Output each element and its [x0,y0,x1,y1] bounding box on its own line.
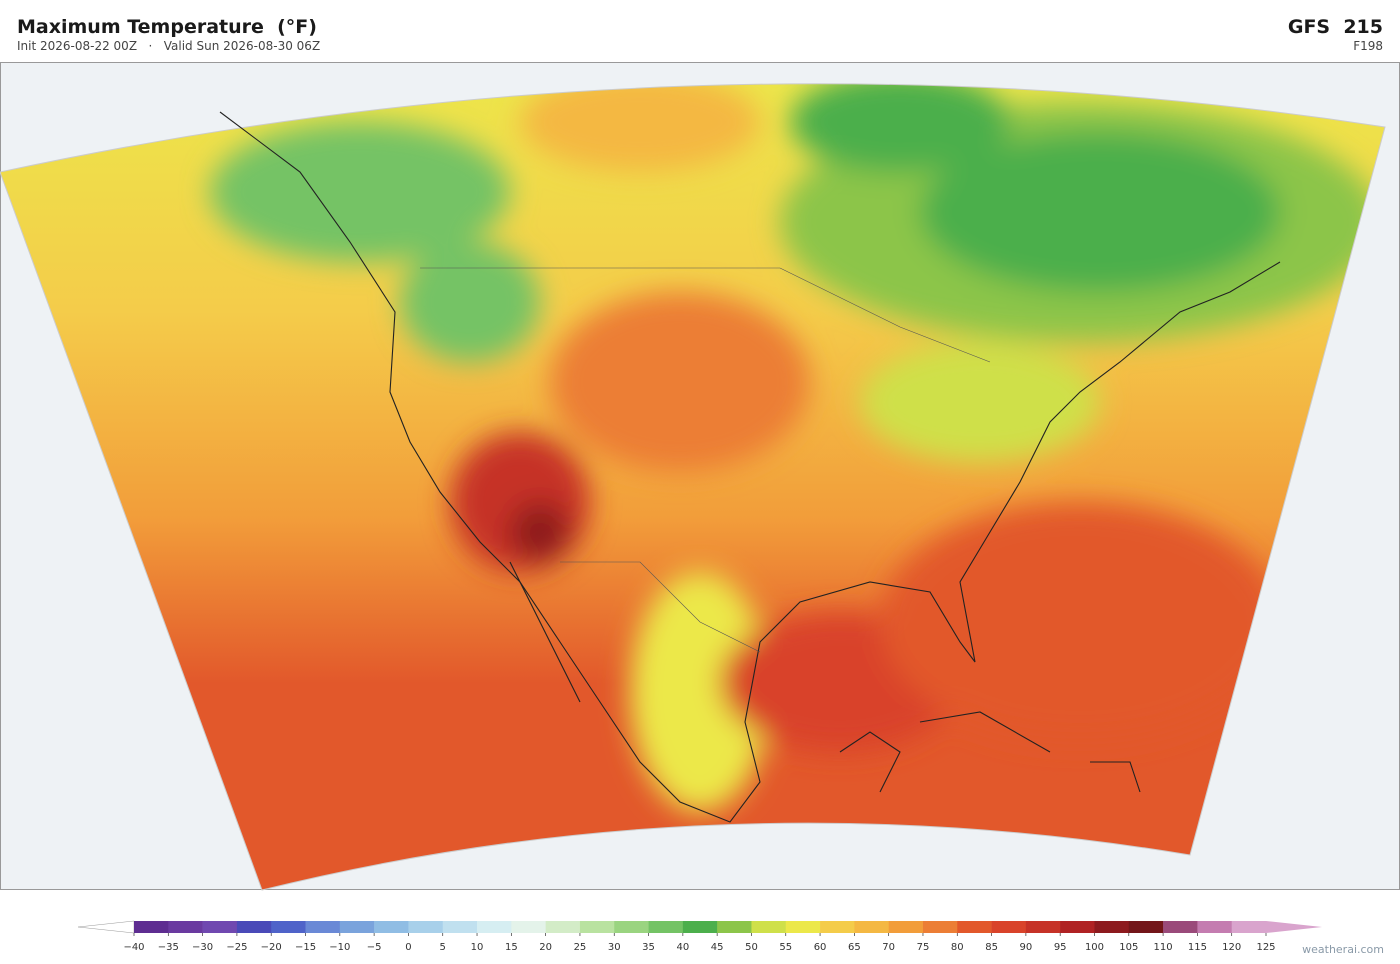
tick-label: −35 [158,942,179,953]
tick-label: 35 [642,942,655,953]
colorbar-segment [477,921,512,933]
colorbar-segment [991,921,1027,933]
colorbar-segment [408,921,444,933]
tick-label: 95 [1054,942,1067,953]
tick-label: 0 [405,942,411,953]
tick-label: 40 [676,942,689,953]
colorbar-segment [442,921,478,933]
colorbar-segment [751,921,787,933]
tick-label: 100 [1085,942,1104,953]
watermark: weatherai.com [1302,943,1384,956]
tick-label: −30 [192,942,213,953]
tick-label: 125 [1256,942,1275,953]
tick-label: 85 [985,942,998,953]
colorbar-segment [614,921,649,933]
colorbar-segment [579,921,615,933]
colorbar-segment [305,921,341,933]
colorbar-segment [374,921,409,933]
colorbar-segment [888,921,924,933]
colorbar-segment [1128,921,1164,933]
tick-label: 55 [779,942,792,953]
tick-label: 65 [848,942,861,953]
tick-label: 30 [608,942,621,953]
colorbar-segment [648,921,684,933]
colorbar: −40 −35 −30 −25 −20 −15 −10 −5 0 5 10 15 20 25 30 35 40 4… [77,920,1322,953]
tick-label: −40 [123,942,144,953]
coastlines [219,111,1281,823]
tick-label: 80 [951,942,964,953]
colorbar-over [1266,921,1322,933]
tick-label: 5 [440,942,446,953]
domain-edge [0,83,1386,891]
tick-label: 15 [505,942,518,953]
tick-label: 50 [745,942,758,953]
colorbar-segment [785,921,821,933]
colorbar-segment [202,921,238,933]
borders [420,267,991,653]
tick-label: 10 [471,942,484,953]
colorbar-segment [957,921,992,933]
tick-label: −15 [295,942,316,953]
colorbar-segment [134,921,169,933]
temperature-field [0,83,1385,890]
map [0,62,1400,891]
colorbar-segment [271,921,306,933]
tick-label: −10 [329,942,350,953]
colorbar-segment [236,921,272,933]
tick-label: 105 [1119,942,1138,953]
colorbar-segment [1197,921,1232,933]
tick-label: 115 [1188,942,1207,953]
colorbar-segment [168,921,203,933]
tick-label: 70 [882,942,895,953]
subtitle: Init 2026-08-22 00Z · Valid Sun 2026-08-… [17,39,321,53]
colorbar-segment [1163,921,1198,933]
colorbar-segment [1060,921,1095,933]
colorbar-segment [511,921,546,933]
colorbar-segment [682,921,718,933]
forecast-hour: F198 [1353,39,1383,53]
tick-label: 110 [1154,942,1173,953]
tick-label: 20 [539,942,552,953]
tick-label: −25 [226,942,247,953]
colorbar-segment [717,921,752,933]
tick-label: 60 [814,942,827,953]
tick-label: 90 [1020,942,1033,953]
title: Maximum Temperature (°F) [17,16,317,38]
colorbar-segment [854,921,889,933]
colorbar-segment [922,921,958,933]
colorbar-segment [1231,921,1267,933]
colorbar-segment [1025,921,1061,933]
tick-label: 25 [574,942,587,953]
colorbar-segment [820,921,855,933]
colorbar-segment [545,921,581,933]
tick-label: −5 [367,942,382,953]
tick-label: 75 [917,942,930,953]
colorbar-segment [1094,921,1130,933]
tick-label: −20 [261,942,282,953]
tick-label: 120 [1222,942,1241,953]
colorbar-under [77,920,135,934]
model-label: GFS 215 [1287,16,1383,38]
tick-label: 45 [711,942,724,953]
colorbar-segment [339,921,375,933]
